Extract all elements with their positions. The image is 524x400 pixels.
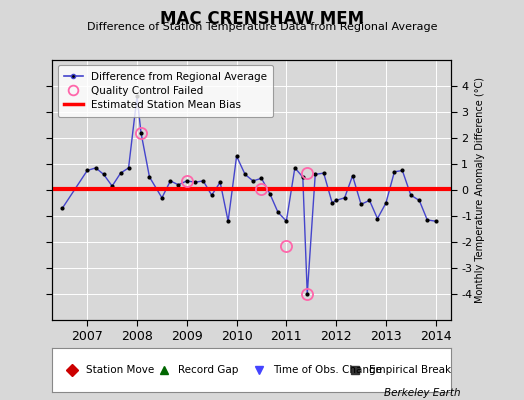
Text: Berkeley Earth: Berkeley Earth [385, 388, 461, 398]
Legend: Difference from Regional Average, Quality Control Failed, Estimated Station Mean: Difference from Regional Average, Qualit… [58, 65, 273, 117]
Y-axis label: Monthly Temperature Anomaly Difference (°C): Monthly Temperature Anomaly Difference (… [475, 77, 485, 303]
Text: Difference of Station Temperature Data from Regional Average: Difference of Station Temperature Data f… [87, 22, 437, 32]
Text: Station Move: Station Move [86, 365, 155, 375]
Text: Empirical Break: Empirical Break [369, 365, 451, 375]
Text: Record Gap: Record Gap [178, 365, 238, 375]
Text: Time of Obs. Change: Time of Obs. Change [274, 365, 383, 375]
Text: MAC CRENSHAW MEM: MAC CRENSHAW MEM [160, 10, 364, 28]
